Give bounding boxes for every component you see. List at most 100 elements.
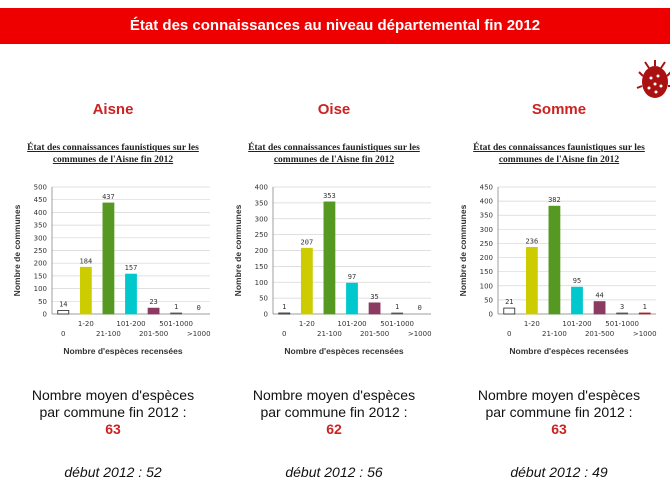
average-value: 62 (326, 421, 342, 437)
chart-title-line2: communes de l'Aisne fin 2012 (498, 155, 620, 165)
y-tick-label: 300 (34, 234, 47, 242)
y-tick-label: 100 (480, 282, 493, 290)
bar (147, 307, 160, 315)
bar (368, 302, 381, 315)
y-tick-label: 300 (480, 226, 493, 234)
bar (323, 201, 336, 315)
data-label: 207 (301, 238, 314, 246)
average-label-line2: par commune fin 2012 : (260, 404, 408, 420)
y-tick-label: 350 (34, 222, 47, 230)
y-axis-title: Nombre de communes (233, 204, 243, 296)
data-label: 1 (643, 303, 647, 311)
x-tick-label: 21-100 (317, 330, 342, 338)
bar (638, 312, 651, 315)
y-tick-label: 150 (34, 272, 47, 280)
x-axis-title: Nombre d'espèces recensées (284, 346, 403, 356)
bar (391, 312, 404, 315)
x-tick-label: 501-1000 (380, 320, 414, 328)
x-tick-label: 0 (61, 330, 65, 338)
y-tick-label: 400 (480, 198, 493, 206)
data-label: 1 (282, 303, 286, 311)
average-value: 63 (105, 421, 121, 437)
data-label: 14 (59, 300, 67, 308)
data-label: 97 (348, 273, 356, 281)
x-tick-label: 101-200 (562, 320, 591, 328)
y-tick-label: 350 (480, 212, 493, 220)
y-tick-label: 50 (38, 298, 47, 306)
x-tick-label: >1000 (187, 330, 211, 338)
data-label: 437 (102, 193, 115, 201)
slide-title-banner: État des connaissances au niveau départe… (0, 8, 670, 44)
data-label: 0 (197, 304, 201, 312)
data-label: 382 (548, 196, 561, 204)
average-label-line1: Nombre moyen d'espèces (477, 387, 641, 403)
y-tick-label: 200 (480, 254, 493, 262)
bar-chart: 0 50 100 150 200 250 300 350 400 450 500 14 0 184 1-20… (12, 184, 211, 357)
average-label-line2: par commune fin 2012 : (485, 404, 633, 420)
data-label: 0 (418, 304, 422, 312)
x-tick-label: 1-20 (299, 320, 315, 328)
chart-title-line1: État des connaissances faunistiques sur … (248, 143, 420, 153)
panel-aisne: Aisne État des connaissances faunistique… (2, 95, 224, 495)
y-tick-label: 100 (255, 279, 268, 287)
average-label-line1: Nombre moyen d'espèces (31, 387, 195, 403)
bar (346, 282, 358, 315)
data-label: 353 (323, 192, 336, 200)
bar (593, 301, 606, 315)
department-name: Aisne (92, 101, 134, 118)
bar (525, 246, 538, 315)
average-block: Nombre moyen d'espèces par commune fin 2… (2, 387, 224, 438)
bar (548, 205, 561, 315)
y-tick-label: 100 (34, 285, 47, 293)
data-label: 1 (395, 303, 399, 311)
data-label: 157 (125, 264, 138, 272)
x-tick-label: 21-100 (542, 330, 567, 338)
y-tick-label: 50 (259, 295, 268, 303)
y-tick-label: 0 (43, 311, 47, 319)
bar (79, 266, 92, 315)
department-name: Oise (317, 101, 351, 118)
y-tick-label: 150 (255, 263, 268, 271)
y-tick-label: 150 (480, 268, 493, 276)
data-label: 184 (80, 257, 93, 265)
bar (300, 247, 313, 315)
x-tick-label: 101-200 (116, 320, 145, 328)
data-label: 95 (573, 277, 581, 285)
x-tick-label: 201-500 (585, 330, 614, 338)
data-label: 3 (620, 303, 624, 311)
data-label: 35 (370, 293, 378, 301)
x-tick-label: 1-20 (78, 320, 94, 328)
bar (57, 310, 70, 315)
average-label-line1: Nombre moyen d'espèces (252, 387, 416, 403)
x-tick-label: 0 (282, 330, 286, 338)
bar (170, 312, 183, 315)
data-label: 236 (526, 237, 539, 245)
y-tick-label: 450 (34, 196, 47, 204)
slide-title: État des connaissances au niveau départe… (129, 17, 541, 34)
y-tick-label: 50 (484, 296, 493, 304)
bar (278, 312, 291, 315)
y-axis-title: Nombre de communes (458, 204, 468, 296)
x-tick-label: 201-500 (360, 330, 389, 338)
chart-title: État des connaissances faunistiques sur … (223, 142, 445, 166)
average-label-line2: par commune fin 2012 : (39, 404, 187, 420)
bar (616, 312, 629, 315)
x-axis-title: Nombre d'espèces recensées (63, 346, 182, 356)
y-tick-label: 200 (255, 247, 268, 255)
bar-chart: 050100150200250300350400102071-2035321-1… (233, 184, 432, 357)
x-tick-label: 1-20 (524, 320, 540, 328)
y-tick-label: 300 (255, 215, 268, 223)
bar-chart: 0 50 100 150 200 250 300 350 400 450 21 0 236 1-20 382… (458, 184, 657, 357)
y-tick-label: 0 (264, 311, 268, 319)
start-of-year-label: début 2012 : 49 (510, 464, 608, 480)
average-block: Nombre moyen d'espèces par commune fin 2… (448, 387, 670, 438)
data-label: 44 (595, 292, 603, 300)
y-tick-label: 400 (34, 209, 47, 217)
data-label: 21 (505, 298, 513, 306)
x-tick-label: 501-1000 (159, 320, 193, 328)
y-tick-label: 250 (480, 240, 493, 248)
chart-title-line1: État des connaissances faunistiques sur … (27, 143, 199, 153)
y-tick-label: 0 (489, 311, 493, 319)
x-tick-label: >1000 (633, 330, 657, 338)
x-tick-label: 201-500 (139, 330, 168, 338)
